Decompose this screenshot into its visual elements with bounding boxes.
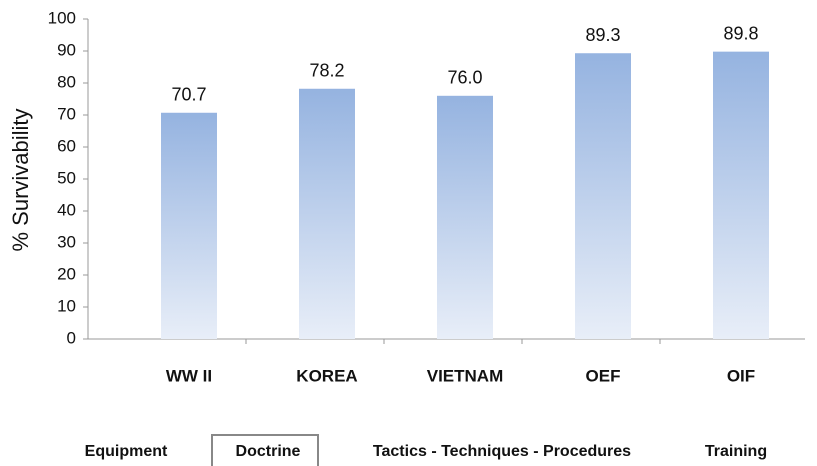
y-tick-label: 70 xyxy=(57,104,76,123)
bar xyxy=(299,88,355,339)
tab[interactable]: Doctrine xyxy=(236,443,301,460)
y-tick-label: 40 xyxy=(57,200,76,219)
y-tick-label: 50 xyxy=(57,168,76,187)
bar xyxy=(161,112,217,339)
tab[interactable]: Tactics - Techniques - Procedures xyxy=(373,443,631,460)
y-axis-label: % Survivability xyxy=(8,108,33,251)
y-tick-label: 100 xyxy=(48,8,76,27)
bar xyxy=(575,53,631,340)
value-label: 70.7 xyxy=(171,85,206,105)
y-tick-label: 80 xyxy=(57,72,76,91)
value-label: 89.8 xyxy=(723,23,758,43)
y-tick-label: 20 xyxy=(57,264,76,283)
tab[interactable]: Equipment xyxy=(85,443,168,460)
tab[interactable]: Training xyxy=(705,443,767,460)
bar xyxy=(437,95,493,339)
x-tick-label: OEF xyxy=(586,366,621,385)
value-label: 89.3 xyxy=(585,25,620,45)
y-tick-label: 30 xyxy=(57,232,76,251)
y-tick-label: 10 xyxy=(57,296,76,315)
x-tick-label: VIETNAM xyxy=(427,366,504,385)
value-label: 76.0 xyxy=(447,68,482,88)
bar xyxy=(713,51,769,339)
y-tick-label: 0 xyxy=(67,328,76,347)
x-tick-label: KOREA xyxy=(296,366,357,385)
y-tick-label: 60 xyxy=(57,136,76,155)
tab-box xyxy=(211,434,319,466)
x-tick-label: OIF xyxy=(727,366,755,385)
x-tick-label: WW II xyxy=(166,366,212,385)
y-tick-label: 90 xyxy=(57,40,76,59)
value-label: 78.2 xyxy=(309,61,344,81)
